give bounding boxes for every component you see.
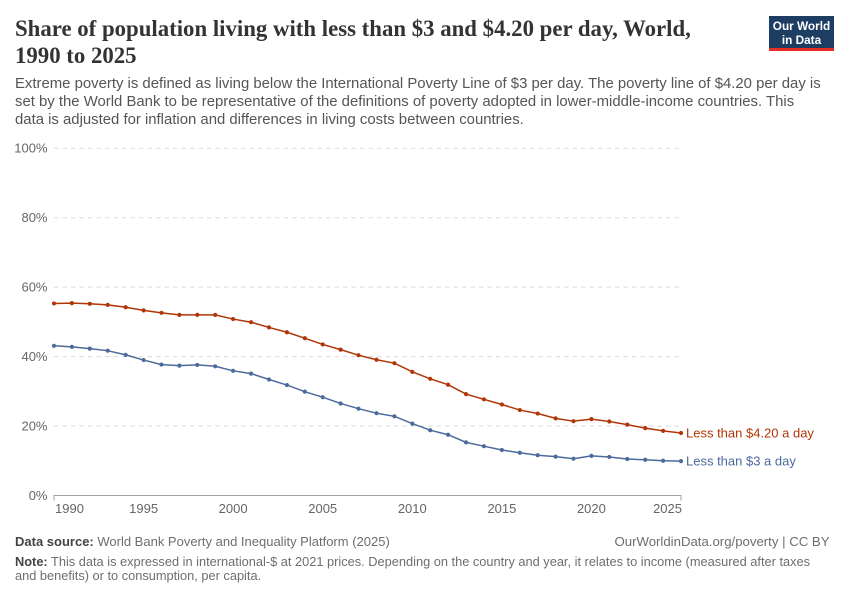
svg-text:2025: 2025 bbox=[653, 501, 682, 516]
svg-text:1995: 1995 bbox=[129, 501, 158, 516]
svg-text:40%: 40% bbox=[21, 349, 47, 364]
svg-text:80%: 80% bbox=[21, 210, 47, 225]
svg-text:Less than $4.20 a day: Less than $4.20 a day bbox=[686, 426, 814, 441]
svg-text:20%: 20% bbox=[21, 419, 47, 434]
svg-text:2020: 2020 bbox=[577, 501, 606, 516]
svg-text:2015: 2015 bbox=[487, 501, 516, 516]
svg-text:2005: 2005 bbox=[308, 501, 337, 516]
svg-text:60%: 60% bbox=[21, 280, 47, 295]
svg-text:2000: 2000 bbox=[219, 501, 248, 516]
svg-text:Less than $3 a day: Less than $3 a day bbox=[686, 454, 796, 469]
svg-text:1990: 1990 bbox=[55, 501, 84, 516]
svg-text:2010: 2010 bbox=[398, 501, 427, 516]
svg-text:0%: 0% bbox=[29, 488, 48, 503]
svg-text:100%: 100% bbox=[14, 141, 48, 156]
